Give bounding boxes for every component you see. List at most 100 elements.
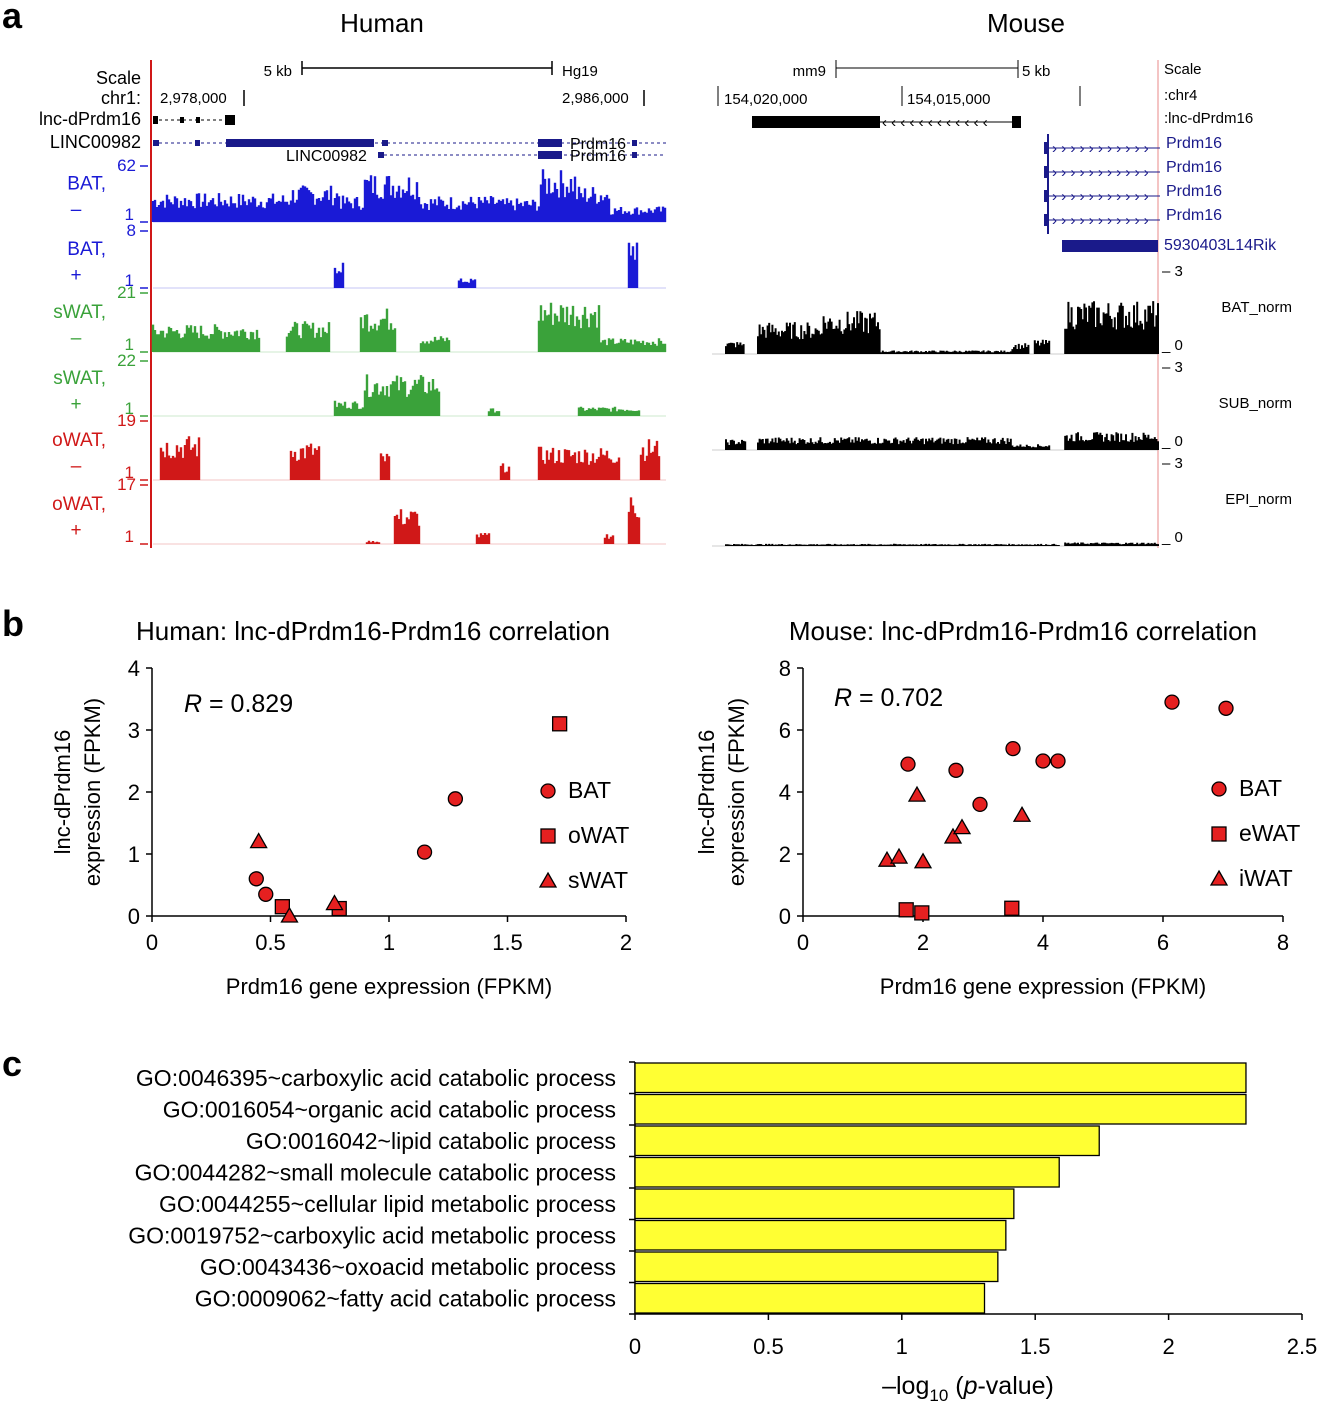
data-point-bat bbox=[948, 762, 964, 778]
data-point-swat bbox=[325, 894, 344, 911]
track-min-4: 1 bbox=[125, 463, 134, 482]
panel-label-a: a bbox=[2, 0, 23, 36]
data-point-iwat bbox=[913, 852, 933, 869]
track-name-0: BAT, bbox=[67, 174, 106, 195]
human-assembly: Hg19 bbox=[562, 63, 598, 80]
scatter-title: Human: lnc-dPrdm16-Prdm16 correlation bbox=[136, 616, 610, 646]
bar-5 bbox=[634, 1219, 1007, 1251]
svg-text:› › › › › › › › › › ›: › › › › › › › › › › › bbox=[1052, 212, 1149, 229]
data-point-iwat bbox=[907, 785, 927, 802]
y-tick-label: 4 bbox=[779, 780, 791, 805]
track-name-3: sWAT, bbox=[53, 368, 106, 389]
mouse-track-name-1: SUB_norm bbox=[1219, 395, 1292, 412]
human-gene-lnc-label: lnc-dPrdm16 bbox=[39, 109, 141, 129]
mouse-coverage-profile-2 bbox=[725, 542, 1159, 546]
track-strand-4: – bbox=[71, 456, 82, 477]
x-tick-label: 0.5 bbox=[255, 930, 286, 955]
category-label-7: GO:0009062~fatty acid catabolic process bbox=[195, 1285, 616, 1311]
category-label-3: GO:0044282~small molecule catabolic proc… bbox=[135, 1159, 616, 1185]
y-tick-label: 2 bbox=[779, 842, 791, 867]
mouse-gene-prdm16-2: Prdm16 bbox=[1166, 159, 1222, 176]
x-tick-label: 2 bbox=[917, 930, 929, 955]
mouse-track-top-0: – 3 bbox=[1162, 263, 1183, 280]
data-point-bat bbox=[248, 871, 264, 887]
track-name-2: sWAT, bbox=[53, 302, 106, 323]
coverage-profile-0 bbox=[151, 169, 667, 222]
correlation-r: R bbox=[834, 684, 852, 712]
bar-1 bbox=[634, 1093, 1247, 1125]
mouse-rik-gene-model bbox=[1062, 240, 1158, 252]
x-axis-label-part: -value) bbox=[977, 1372, 1053, 1400]
svg-text:› › › › › › › › › › ›: › › › › › › › › › › › bbox=[1052, 164, 1149, 181]
data-point-bat bbox=[447, 791, 464, 807]
track-min-1: 1 bbox=[125, 271, 134, 290]
mouse-track-name-2: EPI_norm bbox=[1225, 491, 1292, 508]
legend-marker-iwat bbox=[1209, 869, 1229, 886]
y-axis-label-2: expression (FPKM) bbox=[724, 698, 749, 886]
mouse-assembly: mm9 bbox=[793, 63, 826, 80]
human-correlation-scatter: Human: lnc-dPrdm16-Prdm16 correlation 0 0.… bbox=[50, 616, 632, 999]
x-axis-label-part: 10 bbox=[929, 1386, 948, 1404]
legend-label-ewat: eWAT bbox=[1239, 820, 1300, 846]
category-label-2: GO:0016042~lipid catabolic process bbox=[246, 1128, 616, 1154]
data-point-bat bbox=[972, 796, 988, 813]
mouse-track-top-1: – 3 bbox=[1162, 359, 1183, 376]
x-axis-label-part: –log bbox=[882, 1372, 929, 1400]
y-tick-label: 2 bbox=[128, 780, 140, 805]
data-point-owat bbox=[551, 716, 568, 732]
track-strand-1: + bbox=[70, 265, 81, 286]
mouse-scale-value: 5 kb bbox=[1022, 63, 1050, 80]
data-point-ewat bbox=[914, 905, 930, 921]
mouse-track-name-0: BAT_norm bbox=[1221, 299, 1292, 316]
mouse-coverage-tracks: BAT_norm – 3 _ 0 SUB_norm – 3 _ 0 EPI_norm – 3 _… bbox=[712, 263, 1292, 547]
data-point-bat bbox=[416, 844, 433, 860]
y-tick-label: 0 bbox=[779, 904, 791, 929]
legend-marker-swat bbox=[538, 871, 558, 888]
bar-3 bbox=[634, 1156, 1060, 1188]
human-scale-label: Scale bbox=[96, 68, 141, 88]
track-strand-0: – bbox=[71, 200, 82, 221]
correlation-annotation: R = 0.702 bbox=[834, 684, 943, 712]
y-tick-label: 8 bbox=[779, 656, 791, 681]
legend-marker-bat bbox=[1211, 781, 1227, 797]
data-point-iwat bbox=[1012, 805, 1032, 822]
x-tick-label: 1 bbox=[383, 930, 395, 955]
x-tick-label: 0 bbox=[146, 930, 158, 955]
x-tick-label: 1.5 bbox=[492, 930, 523, 955]
coverage-profile-5 bbox=[365, 497, 641, 544]
x-tick-label: 0.5 bbox=[753, 1334, 784, 1359]
legend-label-swat: sWAT bbox=[568, 867, 628, 893]
legend-label-iwat: iWAT bbox=[1239, 865, 1293, 891]
panel-label-b: b bbox=[2, 603, 24, 644]
track-max-3: 22 bbox=[117, 351, 136, 370]
legend-label-owat: oWAT bbox=[568, 822, 629, 848]
human-coord-right: 2,986,000 bbox=[562, 90, 629, 107]
x-tick-label: 4 bbox=[1037, 930, 1049, 955]
data-point-ewat bbox=[1004, 900, 1020, 916]
scatter-title: Mouse: lnc-dPrdm16-Prdm16 correlation bbox=[789, 616, 1257, 646]
mouse-coord-right: 154,015,000 bbox=[907, 91, 990, 108]
mouse-gene-prdm16-1: Prdm16 bbox=[1166, 135, 1222, 152]
correlation-annotation: R = 0.829 bbox=[184, 690, 293, 718]
data-point-iwat bbox=[889, 847, 909, 864]
mouse-chrom-label: :chr4 bbox=[1164, 87, 1197, 104]
human-gene-prdm16-2: Prdm16 bbox=[570, 148, 626, 165]
svg-text:› › › › › › › › › › ›: › › › › › › › › › › › bbox=[1052, 140, 1149, 157]
mouse-gene-prdm16-4: Prdm16 bbox=[1166, 207, 1222, 224]
mouse-browser: Mouse mm9 5 kb Scale 154,020,000 154,015… bbox=[712, 8, 1292, 548]
track-min-5: 1 bbox=[125, 527, 134, 546]
mouse-correlation-scatter: Mouse: lnc-dPrdm16-Prdm16 correlation 0 2 4… bbox=[694, 616, 1300, 999]
x-axis-label: Prdm16 gene expression (FPKM) bbox=[880, 974, 1206, 999]
data-point-bat bbox=[1050, 753, 1066, 769]
data-point-ewat bbox=[898, 902, 914, 918]
x-axis-label-part: ( bbox=[948, 1372, 964, 1400]
human-linc-gene-model bbox=[226, 139, 374, 147]
legend-marker-ewat bbox=[1211, 826, 1227, 842]
x-axis-label: –log10 (p-value) bbox=[882, 1372, 1054, 1404]
panel-label-c: c bbox=[2, 1043, 22, 1084]
y-tick-label: 6 bbox=[779, 718, 791, 743]
category-label-4: GO:0044255~cellular lipid metabolic proc… bbox=[159, 1191, 616, 1217]
track-max-0: 62 bbox=[117, 156, 136, 175]
human-coord-left: 2,978,000 bbox=[160, 90, 227, 107]
